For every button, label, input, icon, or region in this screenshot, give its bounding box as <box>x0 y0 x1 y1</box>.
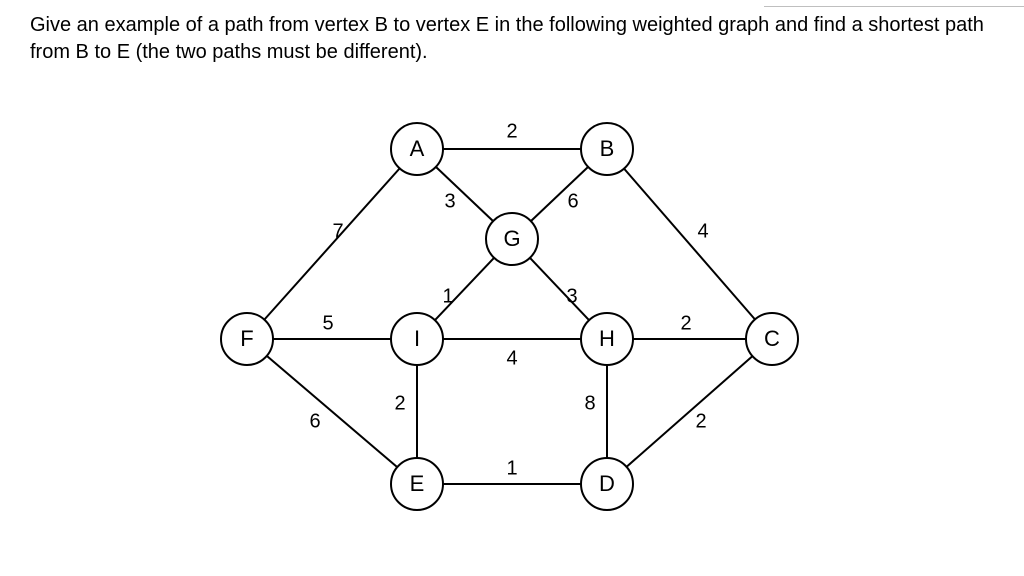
edge-weight-G-I: 1 <box>442 285 453 307</box>
node-label-G: G <box>503 226 520 251</box>
edge-weight-B-G: 6 <box>567 190 578 212</box>
edge-F-E <box>267 356 397 467</box>
node-label-I: I <box>414 326 420 351</box>
edge-B-G <box>531 167 588 221</box>
edge-weight-F-E: 6 <box>309 410 320 432</box>
node-label-F: F <box>240 326 253 351</box>
edge-weight-E-D: 1 <box>506 457 517 479</box>
node-label-B: B <box>600 136 615 161</box>
top-border-fragment <box>764 6 1024 7</box>
edge-weight-F-I: 5 <box>322 312 333 334</box>
edge-G-H <box>530 258 589 320</box>
edge-weight-A-G: 3 <box>444 190 455 212</box>
edge-weight-H-D: 8 <box>584 392 595 414</box>
graph-wrapper: 2 3 6 7 4 1 3 5 2 4 2 8 6 2 1 A B G F I H C E D <box>30 84 994 524</box>
edge-weight-I-E: 2 <box>394 392 405 414</box>
edge-B-C <box>624 169 755 320</box>
edge-weight-H-C: 2 <box>680 312 691 334</box>
page-container: Give an example of a path from vertex B … <box>0 0 1024 536</box>
edge-weight-G-H: 3 <box>566 285 577 307</box>
question-text: Give an example of a path from vertex B … <box>30 12 994 66</box>
edge-weight-A-B: 2 <box>506 120 517 142</box>
edge-weight-I-H: 4 <box>506 347 517 369</box>
edge-A-F <box>264 168 399 319</box>
node-label-D: D <box>599 471 615 496</box>
edge-weight-C-D: 2 <box>695 410 706 432</box>
node-label-E: E <box>410 471 425 496</box>
edge-C-D <box>627 356 753 467</box>
edge-weight-B-C: 4 <box>697 220 708 242</box>
edge-weight-A-F: 7 <box>332 220 343 242</box>
node-label-H: H <box>599 326 615 351</box>
node-label-A: A <box>410 136 425 161</box>
weighted-graph: 2 3 6 7 4 1 3 5 2 4 2 8 6 2 1 A B G F I H C E D <box>152 84 872 524</box>
node-label-C: C <box>764 326 780 351</box>
